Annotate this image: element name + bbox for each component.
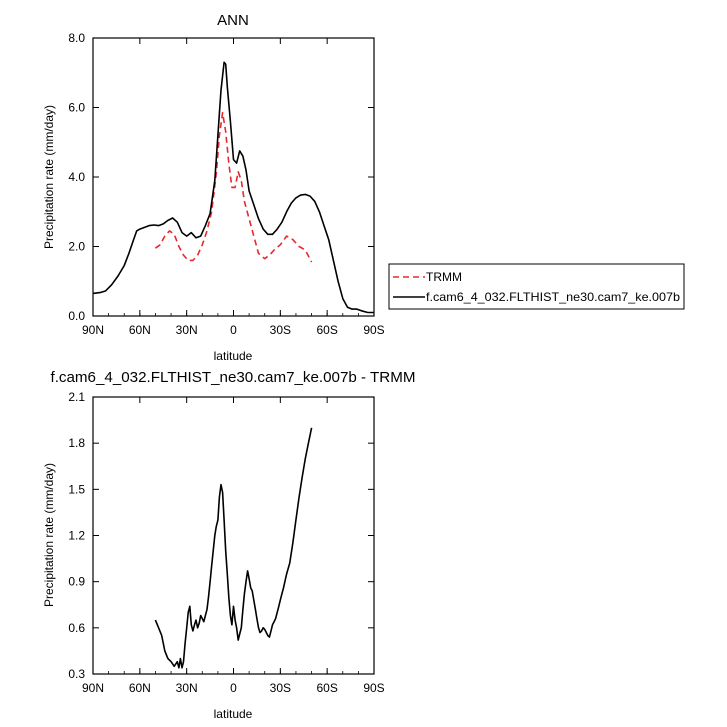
bottom-plot-frame: [92, 396, 375, 675]
top-x-tick-label: 0: [230, 323, 237, 337]
bottom-y-tick-label: 0.3: [68, 667, 85, 681]
bottom-y-tick-label: 1.5: [68, 482, 85, 496]
bottom-y-axis-label: Precipitation rate (mm/day): [42, 463, 56, 607]
top-y-tick-label: 8.0: [68, 31, 85, 45]
bottom-y-tick-label: 0.6: [68, 621, 85, 635]
bottom-x-tick-label: 0: [230, 681, 237, 695]
bottom-y-tick-label: 1.2: [68, 529, 85, 543]
bottom-series: [154, 427, 313, 669]
bottom-x-axis-label: latitude: [214, 707, 253, 721]
top-title: ANN: [217, 12, 249, 29]
top-x-tick-label: 60S: [316, 323, 337, 337]
top-y-axis-label: Precipitation rate (mm/day): [42, 105, 56, 249]
top-x-tick-label: 60N: [129, 323, 151, 337]
top-x-axis-label: latitude: [214, 349, 253, 363]
top-x-tick-label: 30S: [270, 323, 291, 337]
bottom-y-tick-label: 1.8: [68, 436, 85, 450]
bottom-x-tick-label: 30S: [270, 681, 291, 695]
top-x-tick-label: 90S: [363, 323, 384, 337]
top-plot-frame: [92, 37, 375, 317]
top-y-tick-label: 2.0: [68, 240, 85, 254]
top-x-ticks: 90N 60N 30N 0 30S 60S 90S: [82, 38, 385, 337]
top-y-ticks: 0.0 2.0 4.0 6.0 8.0: [68, 31, 374, 323]
top-y-tick-label: 0.0: [68, 309, 85, 323]
legend: TRMM f.cam6_4_032.FLTHIST_ne30.cam7_ke.0…: [388, 263, 685, 310]
legend-label-model: f.cam6_4_032.FLTHIST_ne30.cam7_ke.007b: [426, 290, 680, 304]
bottom-panel: f.cam6_4_032.FLTHIST_ne30.cam7_ke.007b -…: [42, 369, 416, 721]
top-panel: ANN 90N 60N 30N 0 30S 60S 90S 0.02.04.06.08.0 …: [42, 12, 385, 363]
bottom-y-tick-label: 0.9: [68, 575, 85, 589]
bottom-title: f.cam6_4_032.FLTHIST_ne30.cam7_ke.007b -…: [51, 369, 416, 386]
legend-label-trmm: TRMM: [426, 270, 462, 284]
bottom-x-tick-label: 60S: [316, 681, 337, 695]
top-y-tick-label: 6.0: [68, 101, 85, 115]
top-series-line-f-cam6-4-032-flthist-ne30-cam7-ke-007b: [92, 61, 374, 314]
top-series: [92, 61, 374, 314]
bottom-x-tick-label: 60N: [129, 681, 151, 695]
top-x-tick-label: 90N: [82, 323, 104, 337]
bottom-y-ticks: 0.3 0.6 0.9 1.2 1.5 1.8 2.1: [68, 390, 374, 681]
bottom-x-tick-label: 90S: [363, 681, 384, 695]
legend-box: [388, 263, 685, 310]
bottom-series-line-difference: [154, 427, 313, 669]
bottom-y-tick-label: 2.1: [68, 390, 85, 404]
bottom-x-tick-label: 90N: [82, 681, 104, 695]
top-y-tick-label: 4.0: [68, 170, 85, 184]
top-x-tick-label: 30N: [176, 323, 198, 337]
bottom-x-tick-label: 30N: [176, 681, 198, 695]
bottom-x-ticks: 90N 60N 30N 0 30S 60S 90S: [82, 397, 385, 695]
top-series-line-trmm: [154, 111, 313, 263]
